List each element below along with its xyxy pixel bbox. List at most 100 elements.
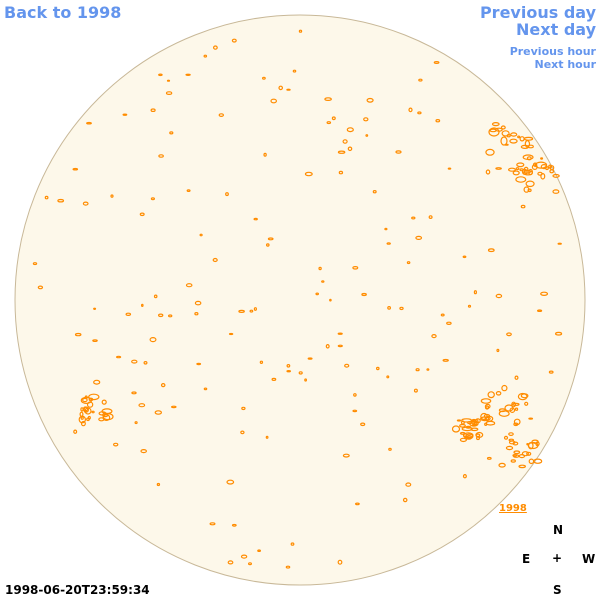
previous-day-link[interactable]: Previous day [479, 3, 596, 22]
contour-mark [321, 280, 325, 283]
contour-mark [461, 418, 473, 423]
back-to-year-link[interactable]: Back to 1998 [4, 3, 122, 22]
contour-mark [352, 409, 358, 413]
contour-mark [521, 451, 530, 457]
contour-mark [196, 362, 202, 366]
contour-ring [500, 136, 508, 146]
contour-mark [510, 459, 516, 463]
contour-mark [515, 176, 527, 183]
contour-mark [80, 420, 86, 427]
contour-mark [101, 399, 107, 405]
previous-hour-link[interactable]: Previous hour [509, 45, 596, 58]
next-hour-link[interactable]: Next hour [534, 58, 597, 71]
contour-mark [169, 131, 174, 135]
contour-mark [286, 363, 291, 368]
contour-mark [495, 167, 502, 170]
contour-mark [171, 405, 177, 409]
contour-mark [324, 97, 332, 101]
contour-mark [511, 401, 516, 408]
contour-mark [554, 331, 563, 336]
contour-mark [225, 192, 229, 197]
contour-mark [480, 412, 488, 421]
contour-mark [331, 116, 336, 121]
contour-mark [185, 283, 193, 288]
year-tag-link[interactable]: 1998 [499, 503, 527, 514]
contour-mark [533, 458, 543, 464]
contour-mark [386, 242, 391, 245]
contour-mark [44, 195, 49, 200]
contour-mark [361, 292, 367, 297]
contour-mark [325, 343, 330, 349]
contour-mark [521, 168, 528, 175]
compass-south: S [553, 583, 562, 597]
contour-mark [509, 407, 516, 414]
contour-mark [510, 132, 518, 137]
contour-mark [226, 479, 235, 485]
contour-mark [431, 334, 437, 339]
contour-mark [517, 392, 528, 401]
contour-mark [158, 154, 164, 158]
contour-mark [473, 290, 477, 295]
contour-mark [141, 303, 144, 307]
contour-mark [253, 307, 257, 311]
contour-mark [112, 442, 119, 447]
contour-mark [516, 162, 525, 168]
contour-mark [98, 417, 105, 422]
contour-mark [140, 449, 148, 454]
contour-mark [514, 407, 519, 411]
contour-mark [426, 368, 430, 371]
contour-mark [166, 79, 171, 82]
contour-mark [199, 233, 203, 237]
contour-mark [267, 237, 274, 241]
contour-mark [540, 157, 544, 160]
contour-mark [462, 474, 467, 479]
contour-mark [525, 180, 535, 188]
contour-mark [513, 450, 521, 455]
contour-mark [160, 383, 166, 388]
contour-mark [82, 397, 88, 403]
contour-mark [125, 312, 132, 316]
contour-mark [88, 393, 100, 401]
contour-mark [557, 242, 562, 245]
contour-mark [270, 98, 278, 104]
contour-mark [156, 482, 161, 487]
contour-mark [406, 261, 411, 265]
contour-mark [442, 358, 449, 362]
contour-mark [498, 410, 510, 417]
contour-mark [487, 391, 495, 399]
contour-mark [515, 167, 520, 171]
contour-mark [298, 29, 303, 33]
contour-mark [93, 307, 97, 310]
contour-mark [495, 293, 503, 299]
contour-mark [154, 410, 162, 415]
contour-mark [372, 189, 377, 194]
contour-mark [512, 170, 520, 176]
contour-mark [212, 257, 218, 263]
contour-mark [292, 69, 297, 73]
contour-mark [485, 169, 491, 175]
contour-mark [506, 332, 512, 337]
contour-mark [153, 294, 158, 299]
contour-mark [57, 198, 65, 203]
contour-mark [346, 127, 354, 133]
observation-timestamp: 1998-06-20T23:59:34 [5, 583, 150, 597]
contour-mark [405, 482, 412, 487]
contour-mark [342, 453, 350, 458]
contour-mark [110, 194, 114, 198]
magnetic-contours [32, 29, 563, 569]
next-day-link[interactable]: Next day [516, 20, 596, 39]
contour-mark [238, 309, 245, 313]
contour-mark [167, 314, 173, 318]
contour-mark [337, 559, 343, 565]
contour-mark [304, 171, 313, 177]
contour-mark [240, 430, 245, 435]
contour-mark [402, 497, 408, 503]
contour-mark [286, 370, 292, 373]
contour-mark [526, 156, 532, 161]
contour-mark [240, 554, 248, 559]
contour-mark [487, 248, 495, 253]
contour-mark [80, 396, 93, 404]
contour-ring [451, 425, 461, 433]
contour-mark [82, 201, 89, 206]
contour-mark [384, 227, 388, 231]
